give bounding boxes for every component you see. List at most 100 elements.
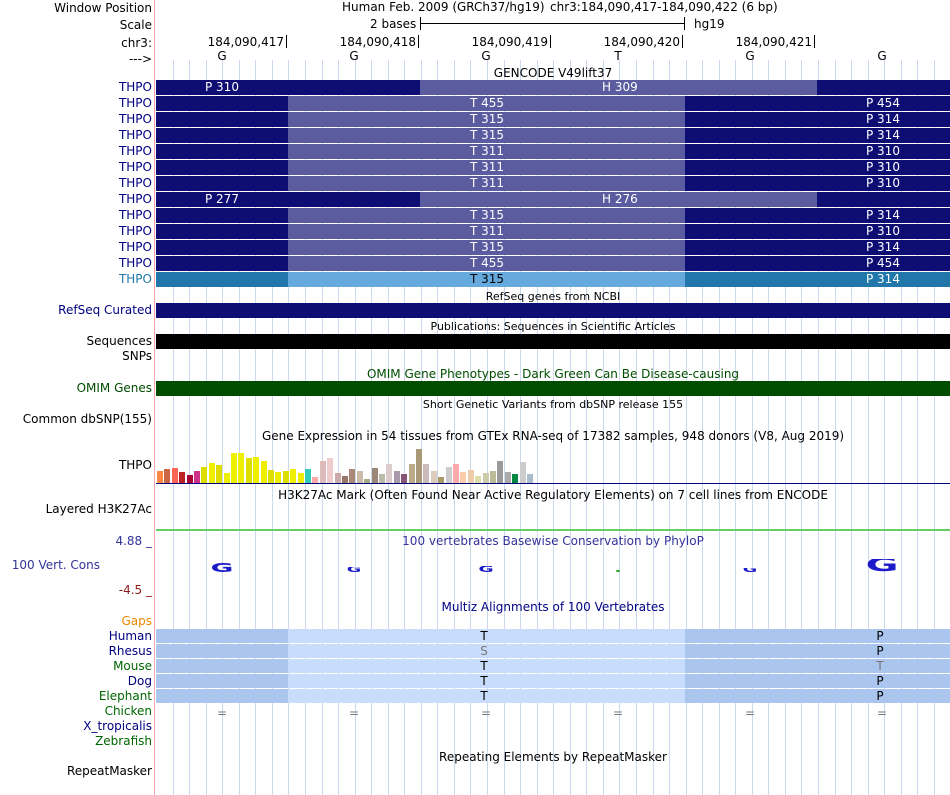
gtex-tissue-bar[interactable] (453, 464, 459, 483)
h3k27ac-track-label[interactable]: Layered H3K27Ac (45, 502, 152, 516)
multiz-species-label[interactable]: Mouse (113, 659, 152, 673)
gencode-row-label[interactable]: THPO (118, 272, 152, 286)
conservation-track-label[interactable]: 100 Vert. Cons (11, 558, 100, 572)
gencode-transcript-bar[interactable]: T 315 P 314 (156, 128, 950, 143)
multiz-species-label[interactable]: Rhesus (108, 644, 152, 658)
gtex-tissue-bar[interactable] (164, 469, 171, 483)
gtex-tissue-bar[interactable] (379, 474, 385, 483)
gtex-tissue-bar[interactable] (386, 464, 393, 483)
gtex-tissue-bar[interactable] (504, 472, 511, 483)
gtex-tissue-bar[interactable] (423, 464, 430, 483)
gtex-tissue-bar[interactable] (171, 468, 178, 483)
gencode-row-label[interactable]: THPO (118, 112, 152, 126)
gtex-tissue-bar[interactable] (342, 476, 348, 483)
gtex-tissue-bar[interactable] (527, 474, 533, 483)
gencode-transcript-bar[interactable]: T 315 P 314 (156, 112, 950, 127)
refseq-track-label[interactable]: RefSeq Curated (58, 303, 152, 317)
gtex-tissue-bar[interactable] (179, 472, 186, 483)
dbsnp-track-label[interactable]: Common dbSNP(155) (22, 412, 152, 426)
gtex-tissue-bar[interactable] (260, 461, 267, 483)
gtex-tissue-bar[interactable] (467, 470, 474, 483)
gencode-transcript-bar[interactable]: T 311 P 310 (156, 176, 950, 191)
gtex-tissue-bar[interactable] (445, 467, 452, 483)
conservation-base-glyph[interactable]: G (200, 563, 244, 572)
gencode-row-label[interactable]: THPO (118, 208, 152, 222)
gencode-transcript-bar[interactable]: T 311 P 310 (156, 144, 950, 159)
gtex-tissue-bar[interactable] (512, 474, 519, 483)
gencode-transcript-bar[interactable]: P 277 H 276 (156, 192, 950, 207)
gtex-tissue-bar[interactable] (157, 471, 163, 483)
gencode-transcript-bar[interactable]: T 311 P 310 (156, 160, 950, 175)
conservation-base-glyph[interactable]: T (596, 570, 640, 572)
multiz-species-label[interactable]: X_tropicalis (83, 719, 152, 733)
gtex-tissue-bar[interactable] (401, 474, 408, 483)
gtex-tissue-bar[interactable] (290, 469, 297, 483)
gtex-tissue-bar[interactable] (482, 473, 489, 483)
gencode-transcript-bar[interactable]: P 310 H 309 (156, 80, 950, 95)
gencode-transcript-bar[interactable]: T 315 P 314 (156, 272, 950, 287)
gtex-tissue-bar[interactable] (186, 475, 193, 483)
gtex-tissue-bar[interactable] (216, 465, 223, 483)
refseq-gene-bar[interactable] (156, 303, 950, 318)
gtex-tissue-bar[interactable] (408, 464, 415, 483)
publications-track-label[interactable]: Sequences (86, 334, 152, 348)
gtex-tissue-bar[interactable] (393, 471, 400, 483)
conservation-base-glyph[interactable]: G (464, 566, 508, 572)
gencode-row-label[interactable]: THPO (118, 160, 152, 174)
gtex-tissue-bar[interactable] (238, 453, 245, 483)
gtex-tissue-bar[interactable] (490, 471, 496, 483)
omim-gene-bar[interactable] (156, 381, 950, 396)
conservation-base-glyph[interactable]: G (728, 568, 772, 572)
gtex-tissue-bar[interactable] (334, 473, 341, 483)
snps-track-label[interactable]: SNPs (122, 349, 152, 363)
multiz-species-label[interactable]: Chicken (104, 704, 152, 718)
gencode-transcript-bar[interactable]: T 455 P 454 (156, 256, 950, 271)
gtex-tissue-bar[interactable] (349, 469, 356, 483)
repeatmasker-track-label[interactable]: RepeatMasker (66, 764, 152, 778)
gencode-row-label[interactable]: THPO (118, 128, 152, 142)
gtex-tissue-bar[interactable] (305, 469, 311, 483)
gtex-tissue-bar[interactable] (497, 461, 504, 483)
gencode-row-label[interactable]: THPO (118, 96, 152, 110)
gencode-transcript-bar[interactable]: T 311 P 310 (156, 224, 950, 239)
gtex-tissue-bar[interactable] (201, 467, 208, 483)
publications-bar[interactable] (156, 334, 950, 349)
gtex-tissue-bar[interactable] (312, 477, 319, 483)
gtex-tissue-bar[interactable] (208, 463, 215, 483)
gtex-tissue-bar[interactable] (275, 472, 282, 483)
gtex-tissue-bar[interactable] (438, 477, 445, 483)
gtex-tissue-bar[interactable] (223, 473, 230, 483)
conservation-base-glyph[interactable]: G (332, 567, 376, 572)
gencode-row-label[interactable]: THPO (118, 240, 152, 254)
gtex-tissue-bar[interactable] (253, 457, 260, 483)
multiz-species-label[interactable]: Dog (127, 674, 152, 688)
gtex-tissue-bar[interactable] (519, 462, 526, 483)
gtex-track-label[interactable]: THPO (118, 458, 152, 472)
gtex-tissue-bar[interactable] (356, 471, 363, 483)
gtex-tissue-bar[interactable] (268, 470, 274, 483)
gencode-transcript-bar[interactable]: T 455 P 454 (156, 96, 950, 111)
gtex-tissue-bar[interactable] (475, 476, 482, 483)
multiz-species-label[interactable]: Human (108, 629, 152, 643)
gencode-transcript-bar[interactable]: T 315 P 314 (156, 208, 950, 223)
gencode-row-label[interactable]: THPO (118, 192, 152, 206)
gtex-tissue-bar[interactable] (416, 449, 422, 483)
gtex-tissue-bar[interactable] (194, 471, 200, 483)
gtex-tissue-bar[interactable] (231, 453, 237, 483)
gtex-tissue-bar[interactable] (364, 479, 371, 483)
gencode-row-label[interactable]: THPO (118, 176, 152, 190)
gencode-row-label[interactable]: THPO (118, 224, 152, 238)
gtex-tissue-bar[interactable] (327, 458, 334, 483)
gtex-tissue-bar[interactable] (319, 461, 326, 483)
gtex-tissue-bar[interactable] (460, 472, 467, 483)
multiz-species-label[interactable]: Zebrafish (95, 734, 152, 748)
gtex-tissue-bar[interactable] (245, 458, 252, 483)
gtex-tissue-bar[interactable] (282, 471, 289, 483)
conservation-base-glyph[interactable]: G (860, 559, 904, 572)
omim-track-label[interactable]: OMIM Genes (76, 381, 152, 395)
gtex-tissue-bar[interactable] (430, 471, 437, 483)
